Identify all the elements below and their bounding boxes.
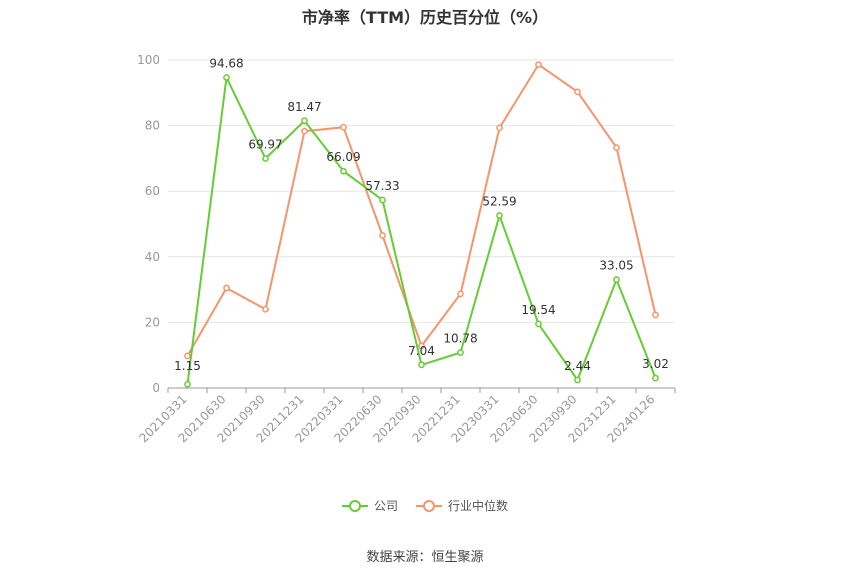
company-point-20211231 xyxy=(301,117,308,125)
legend: 公司 行业中位数 xyxy=(0,497,850,514)
industry-point-20220630 xyxy=(379,232,386,239)
legend-industry-line-icon xyxy=(416,499,442,512)
legend-item-company[interactable]: 公司 xyxy=(341,497,398,514)
company-point-20230930 xyxy=(574,376,581,384)
company-point-20240126 xyxy=(652,374,659,382)
company-point-20230630 xyxy=(535,320,542,328)
industry-point-20211231 xyxy=(301,127,308,135)
industry-point-20230630 xyxy=(535,61,542,68)
industry-point-20210331 xyxy=(184,352,191,360)
industry-point-20230930 xyxy=(574,88,581,96)
company-data-label-20211231: 81.47 xyxy=(287,100,321,114)
industry-point-20220331 xyxy=(340,123,347,131)
legend-industry-label: 行业中位数 xyxy=(448,499,509,513)
company-point-20230331 xyxy=(496,212,503,219)
legend-item-industry[interactable]: 行业中位数 xyxy=(416,497,508,514)
industry-point-20220930 xyxy=(418,342,425,350)
company-point-20210930 xyxy=(262,155,269,162)
industry-point-20221231 xyxy=(457,290,464,298)
company-data-label-20220331: 66.09 xyxy=(326,150,360,164)
company-data-label-20221231: 10.78 xyxy=(443,332,477,346)
data-source-note: 数据来源：恒生聚源 xyxy=(366,550,484,565)
y-tick-label-60: 60 xyxy=(145,184,160,198)
company-point-20210331 xyxy=(184,380,191,388)
industry-point-20210930 xyxy=(262,305,269,313)
company-data-label-20230630: 19.54 xyxy=(521,303,555,317)
company-data-label-20210331: 1.15 xyxy=(174,359,201,373)
industry-point-20240126 xyxy=(652,311,659,319)
chart-title: 市净率（TTM）历史百分位（%） xyxy=(301,8,549,27)
legend-company-label: 公司 xyxy=(373,499,398,513)
company-data-label-20220930: 7.04 xyxy=(408,344,435,358)
company-point-20221231 xyxy=(457,349,464,356)
company-data-label-20230930: 2.44 xyxy=(564,359,591,373)
company-point-20220331 xyxy=(340,167,347,175)
series-line-industry xyxy=(186,63,657,357)
industry-point-20231231 xyxy=(613,144,620,151)
y-tick-label-40: 40 xyxy=(145,250,160,264)
company-point-20220930 xyxy=(418,361,425,369)
legend-company-line-icon xyxy=(341,499,368,512)
company-data-label-20210930: 69.97 xyxy=(248,137,282,151)
y-tick-label-80: 80 xyxy=(145,119,160,133)
company-data-label-20240126: 3.02 xyxy=(642,357,669,371)
company-data-label-20230331: 52.59 xyxy=(482,195,516,209)
company-data-label-20210630: 94.68 xyxy=(209,56,243,70)
y-tick-label-100: 100 xyxy=(137,53,160,67)
company-point-20210630 xyxy=(223,74,230,81)
y-tick-label-20: 20 xyxy=(145,315,160,329)
industry-point-20210630 xyxy=(223,284,230,292)
series-line-company xyxy=(186,76,657,385)
company-point-20220630 xyxy=(379,196,386,204)
company-point-20231231 xyxy=(613,276,620,283)
industry-point-20230331 xyxy=(496,124,503,132)
company-data-label-20220630: 57.33 xyxy=(365,179,399,193)
y-tick-label-0: 0 xyxy=(152,381,160,395)
company-data-label-20231231: 33.05 xyxy=(599,259,633,273)
